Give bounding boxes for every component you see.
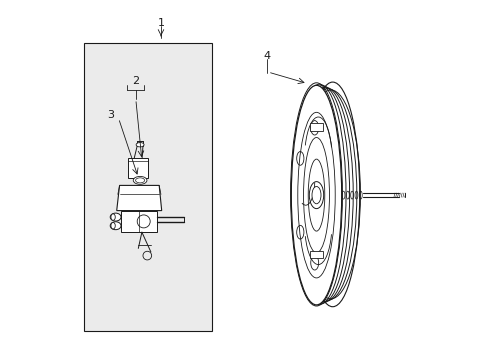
Polygon shape <box>121 211 157 232</box>
Ellipse shape <box>309 182 323 209</box>
Ellipse shape <box>111 222 115 229</box>
Polygon shape <box>117 185 162 211</box>
Ellipse shape <box>111 214 115 220</box>
Ellipse shape <box>133 176 146 184</box>
Ellipse shape <box>136 143 144 147</box>
Bar <box>84 43 212 331</box>
Ellipse shape <box>110 213 121 221</box>
FancyBboxPatch shape <box>128 158 148 178</box>
Bar <box>309 251 322 258</box>
Text: 1: 1 <box>157 18 164 28</box>
Ellipse shape <box>135 178 144 183</box>
Ellipse shape <box>311 186 320 204</box>
Bar <box>309 123 322 131</box>
Ellipse shape <box>291 85 341 305</box>
Text: 2: 2 <box>132 76 139 86</box>
Ellipse shape <box>110 222 121 230</box>
Text: 4: 4 <box>263 51 270 61</box>
Text: 3: 3 <box>107 110 114 120</box>
